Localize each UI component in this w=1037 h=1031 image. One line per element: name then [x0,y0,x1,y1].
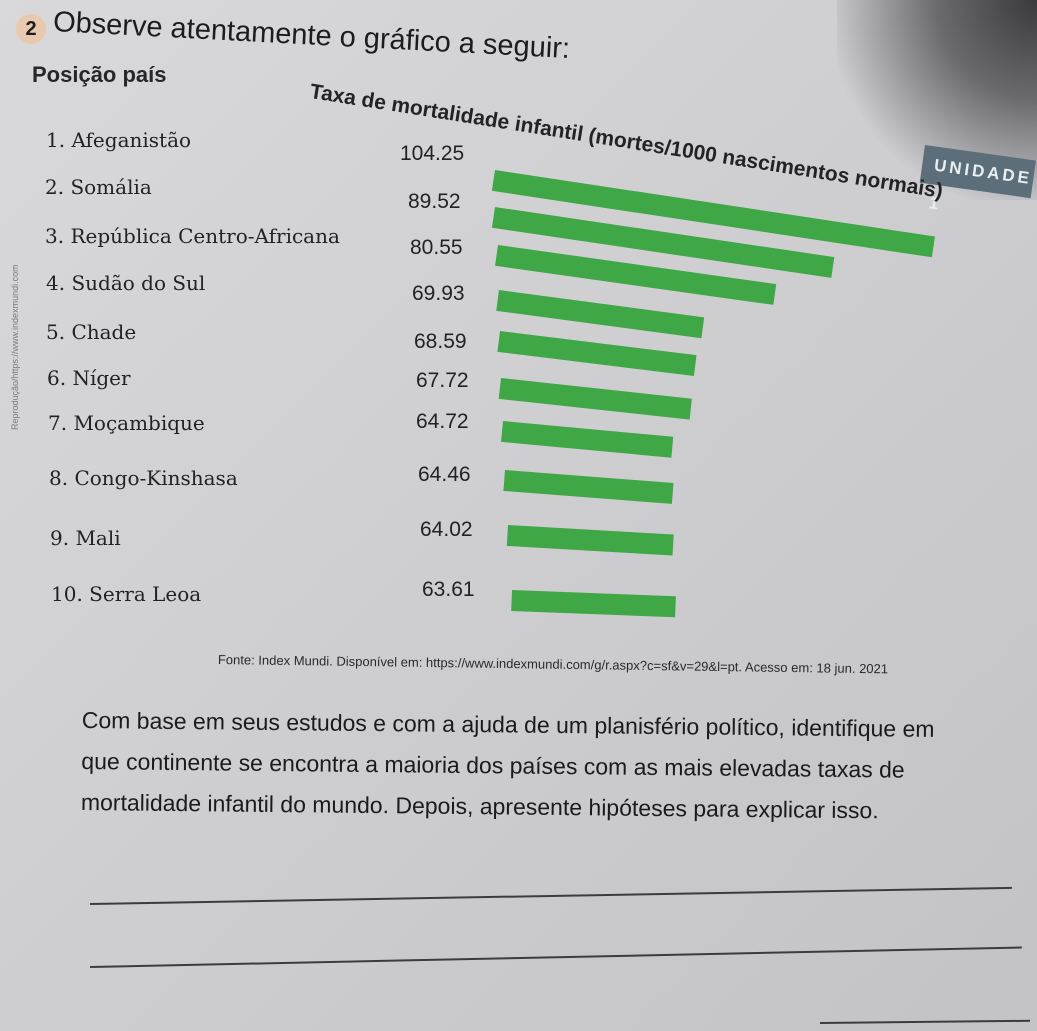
value-label-7: 64.72 [416,410,469,433]
country-label-8: 8. Congo-Kinshasa [49,466,238,490]
bar-9 [506,525,675,556]
bar-7 [501,421,674,458]
value-label-8: 64.46 [418,463,471,486]
value-label-2: 89.52 [408,190,461,213]
value-label-1: 104.25 [400,142,465,165]
value-label-3: 80.55 [410,236,463,259]
country-label-6: 6. Níger [47,366,131,390]
value-label-4: 69.93 [412,282,465,305]
bar-6 [498,378,692,420]
question-text: Com base em seus estudos e com a ajuda d… [81,700,1037,833]
answer-line-2 [90,946,1022,968]
bar-8 [503,470,674,504]
country-label-1: 1. Afeganistão [46,128,192,152]
image-credit: Reprodução/https://www.indexmundi.com [10,264,20,430]
question-prompt: Observe atentamente o gráfico a seguir: [52,6,571,66]
bar-10 [511,590,676,618]
bar-5 [497,331,697,376]
answer-line-3 [820,1019,1031,1024]
bar-4 [496,290,705,339]
column-header: Posição país [32,62,167,87]
value-label-5: 68.59 [414,330,467,353]
country-label-4: 4. Sudão do Sul [46,271,206,295]
country-label-7: 7. Moçambique [48,411,205,435]
country-label-5: 5. Chade [46,320,137,344]
country-label-10: 10. Serra Leoa [51,582,202,606]
value-label-6: 67.72 [416,369,469,392]
country-label-9: 9. Mali [50,526,121,550]
value-label-10: 63.61 [422,578,475,601]
answer-line-1 [90,886,1012,905]
source-citation: Fonte: Index Mundi. Disponível em: https… [217,652,889,677]
country-label-3: 3. República Centro-Africana [45,224,340,248]
value-label-9: 64.02 [420,518,473,541]
country-label-2: 2. Somália [45,175,152,199]
question-number: 2 [16,14,46,44]
